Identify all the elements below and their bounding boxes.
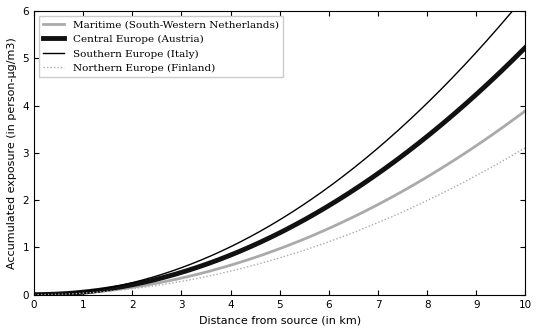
Northern Europe (Finland) bbox=[264, 260, 271, 264]
Northern Europe (Finland) bbox=[296, 250, 303, 254]
Northern Europe (Finland) bbox=[267, 259, 274, 263]
Central Europe (Austria) bbox=[323, 205, 330, 209]
Northern Europe (Finland) bbox=[31, 292, 37, 296]
Southern Europe (Italy) bbox=[323, 187, 330, 191]
X-axis label: Distance from source (in km): Distance from source (in km) bbox=[199, 315, 361, 325]
Central Europe (Austria) bbox=[522, 45, 529, 49]
Maritime (South-Western Netherlands) bbox=[433, 169, 440, 173]
Legend: Maritime (South-Western Netherlands), Central Europe (Austria), Southern Europe : Maritime (South-Western Netherlands), Ce… bbox=[39, 16, 282, 77]
Southern Europe (Italy) bbox=[31, 292, 37, 296]
Maritime (South-Western Netherlands) bbox=[323, 227, 330, 231]
Northern Europe (Finland) bbox=[510, 153, 517, 157]
Northern Europe (Finland) bbox=[323, 241, 330, 245]
Maritime (South-Western Netherlands) bbox=[522, 109, 529, 113]
Central Europe (Austria) bbox=[433, 126, 440, 130]
Maritime (South-Western Netherlands) bbox=[31, 292, 37, 296]
Southern Europe (Italy) bbox=[510, 8, 517, 12]
Southern Europe (Italy) bbox=[296, 205, 303, 209]
Central Europe (Austria) bbox=[264, 237, 271, 241]
Central Europe (Austria) bbox=[296, 220, 303, 224]
Line: Central Europe (Austria): Central Europe (Austria) bbox=[34, 47, 526, 294]
Central Europe (Austria) bbox=[510, 57, 517, 61]
Southern Europe (Italy) bbox=[433, 92, 440, 96]
Central Europe (Austria) bbox=[267, 235, 274, 239]
Southern Europe (Italy) bbox=[267, 223, 274, 227]
Maritime (South-Western Netherlands) bbox=[296, 239, 303, 243]
Central Europe (Austria) bbox=[31, 292, 37, 296]
Maritime (South-Western Netherlands) bbox=[510, 118, 517, 122]
Northern Europe (Finland) bbox=[522, 146, 529, 150]
Northern Europe (Finland) bbox=[433, 194, 440, 198]
Line: Northern Europe (Finland): Northern Europe (Finland) bbox=[34, 148, 526, 294]
Maritime (South-Western Netherlands) bbox=[264, 251, 271, 255]
Y-axis label: Accumulated exposure (in person-μg/m3): Accumulated exposure (in person-μg/m3) bbox=[7, 37, 17, 269]
Line: Maritime (South-Western Netherlands): Maritime (South-Western Netherlands) bbox=[34, 111, 526, 294]
Southern Europe (Italy) bbox=[264, 225, 271, 229]
Line: Southern Europe (Italy): Southern Europe (Italy) bbox=[34, 0, 526, 294]
Maritime (South-Western Netherlands) bbox=[267, 250, 274, 254]
